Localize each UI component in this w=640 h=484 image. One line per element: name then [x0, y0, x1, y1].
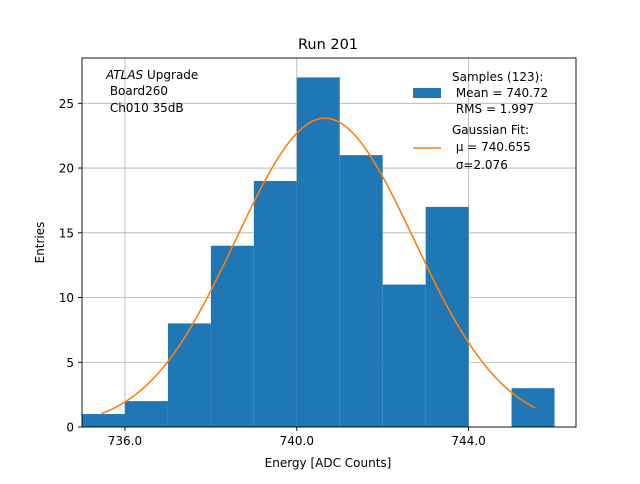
atlas-annotation: ATLAS Upgrade Board260 Ch010 35dB — [105, 68, 198, 115]
legend-samples-label: Samples (123): — [452, 70, 543, 84]
annotation-channel: Ch010 35dB — [106, 101, 184, 115]
annotation-upgrade-text: Upgrade — [143, 68, 198, 82]
x-axis-ticks: 736.0 740.0 744.0 — [108, 427, 486, 448]
histogram-bar-4 — [253, 181, 297, 427]
histogram-bar-0 — [82, 414, 125, 427]
y-tick-label-3: 15 — [59, 226, 74, 240]
chart-title: Run 201 — [298, 37, 358, 53]
x-tick-label-0: 736.0 — [108, 434, 142, 448]
legend-sigma-label: σ=2.076 — [452, 158, 508, 172]
annotation-board: Board260 — [106, 84, 168, 98]
x-tick-label-2: 744.0 — [451, 434, 485, 448]
y-tick-label-5: 25 — [59, 97, 74, 111]
legend: Samples (123): Mean = 740.72 RMS = 1.997… — [413, 70, 548, 172]
gaussian-fit-curve — [101, 117, 536, 415]
plot-frame — [81, 57, 577, 428]
legend-mean-label: Mean = 740.72 — [452, 86, 548, 100]
histogram-bar-8 — [425, 206, 469, 427]
y-tick-label-0: 0 — [66, 421, 74, 435]
y-axis-ticks: 0 5 10 15 20 25 — [59, 97, 82, 435]
histogram-bar-6 — [339, 155, 383, 427]
annotation-atlas-italic: ATLAS — [105, 68, 144, 82]
y-tick-label-4: 20 — [59, 162, 74, 176]
legend-rms-label: RMS = 1.997 — [452, 102, 534, 116]
histogram-bar-2 — [167, 323, 211, 427]
annotation-line-1: ATLAS Upgrade — [105, 68, 198, 82]
histogram-bar-3 — [210, 245, 254, 427]
gaussian-fit-layer — [101, 117, 536, 415]
y-tick-label-2: 10 — [59, 291, 74, 305]
legend-fit-label: Gaussian Fit: — [452, 123, 529, 137]
legend-samples-swatch — [413, 88, 441, 98]
histogram-bars — [82, 77, 555, 427]
histogram-bar-7 — [382, 284, 426, 427]
y-tick-label-1: 5 — [66, 356, 74, 370]
legend-mu-label: μ = 740.655 — [452, 140, 531, 154]
histogram-bar-5 — [296, 77, 340, 427]
histogram-bar-1 — [124, 401, 168, 427]
x-tick-label-1: 740.0 — [280, 434, 314, 448]
y-axis-label: Entries — [33, 222, 47, 264]
x-axis-label: Energy [ADC Counts] — [265, 456, 392, 470]
